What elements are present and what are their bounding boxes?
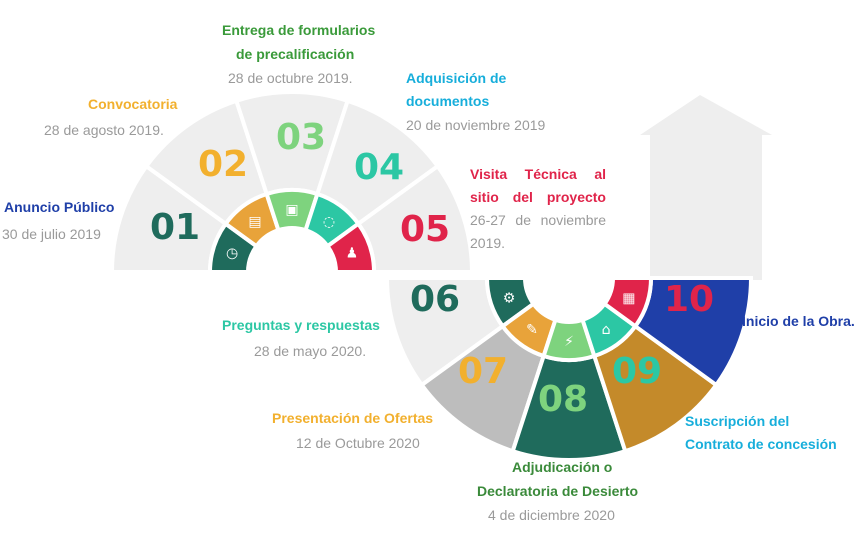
step-06-title: Preguntas y respuestas <box>222 317 380 333</box>
step-08-title-line2: Declaratoria de Desierto <box>477 483 639 499</box>
step-08-title-line1: Adjudicación o <box>512 459 613 475</box>
step-10-title: Inicio de la Obra. <box>742 313 855 329</box>
clock-icon: ◷ <box>226 246 238 262</box>
lightning-icon: ⚡ <box>564 334 574 350</box>
step-04-number: 04 <box>354 147 405 188</box>
step-01-number: 01 <box>150 207 201 248</box>
presentation-icon: ▦ <box>622 290 635 306</box>
step-08-date: 4 de diciembre 2020 <box>488 507 615 523</box>
step-05-title-line1: Visita Técnica al <box>470 166 606 182</box>
step-07-date: 12 de Octubre 2020 <box>296 435 420 451</box>
step-03-date: 28 de octubre 2019. <box>228 70 353 86</box>
step-09-title-line2: Contrato de concesión <box>685 436 837 452</box>
step-09-title-line1: Suscripción del <box>685 413 790 429</box>
up-arrow <box>640 95 772 280</box>
step-02-date: 28 de agosto 2019. <box>44 122 164 138</box>
step-03-number: 03 <box>276 117 327 158</box>
step-09-number: 09 <box>612 351 663 392</box>
step-05-date-line2: 2019. <box>470 235 506 251</box>
step-04-title-line2: documentos <box>406 93 490 109</box>
step-10-number: 10 <box>664 279 715 320</box>
people-icon: ♟ <box>346 246 359 262</box>
bank-icon: ⌂ <box>602 322 611 338</box>
step-06-date: 28 de mayo 2020. <box>254 343 367 359</box>
step-04-title-line1: Adquisición de <box>406 70 507 86</box>
step-07-number: 07 <box>458 351 509 392</box>
step-04-date: 20 de noviembre 2019 <box>406 117 546 133</box>
step-06-number: 06 <box>410 279 461 320</box>
step-05-tab <box>324 221 377 274</box>
step-01-date: 30 de julio 2019 <box>2 226 101 242</box>
step-10-tab <box>601 276 654 329</box>
step-08-number: 08 <box>538 379 589 420</box>
step-05-title-line2: sitio del proyecto <box>470 189 606 205</box>
step-03-title-line2: de precalificación <box>236 46 355 62</box>
step-03-title-line1: Entrega de formularios <box>222 22 376 38</box>
step-02-title: Convocatoria <box>88 96 178 112</box>
step-02-number: 02 <box>198 144 249 185</box>
step-07-title: Presentación de Ofertas <box>272 410 434 426</box>
megaphone-icon: ✎ <box>526 322 538 338</box>
step-01-title: Anuncio Público <box>4 199 115 215</box>
clipboard-icon: ▤ <box>248 214 261 230</box>
step-05-date-line1: 26-27 de noviembre <box>470 212 606 228</box>
document-icon: ▣ <box>285 202 298 218</box>
chat-icon: ◌ <box>323 214 335 230</box>
step-05-number: 05 <box>400 209 451 250</box>
gear-icon: ⚙ <box>503 290 516 306</box>
